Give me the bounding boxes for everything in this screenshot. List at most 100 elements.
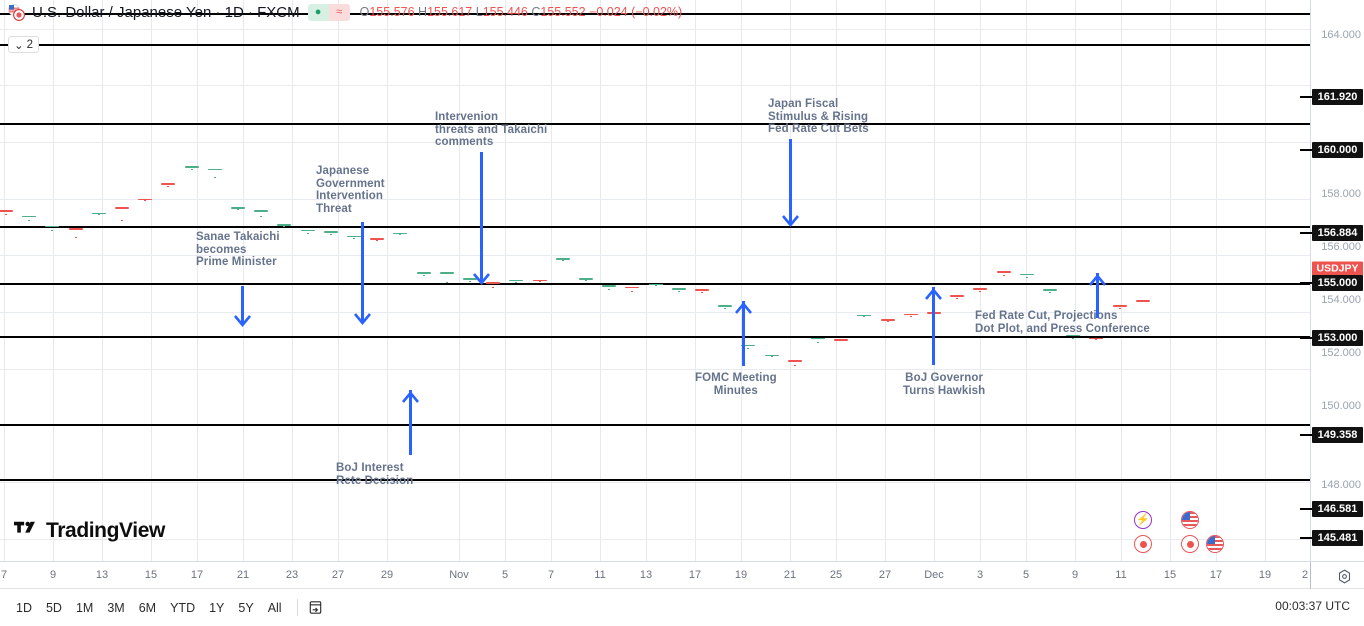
symbol-title[interactable]: U.S. Dollar / Japanese Yen · 1D · FXCM [32, 3, 300, 21]
range-button-1d[interactable]: 1D [16, 600, 32, 615]
candle-body [300, 229, 315, 232]
range-button-ytd[interactable]: YTD [170, 600, 196, 615]
low-label: L [475, 5, 483, 19]
axis-tick-dash [1300, 434, 1312, 436]
go-to-date-icon[interactable] [307, 599, 324, 616]
economic-events-layer[interactable]: ⚡ [0, 0, 1310, 561]
price-axis-tick: 158.000 [1321, 188, 1361, 200]
grid-line-vertical [4, 0, 5, 561]
price-level-line[interactable] [0, 226, 1310, 229]
price-level-line[interactable] [0, 478, 1310, 481]
price-level-tag[interactable]: 153.000 [1300, 330, 1363, 346]
price-level-line[interactable] [0, 424, 1310, 427]
status-pills: ● ≈ [307, 3, 350, 21]
candle-wick [306, 232, 309, 234]
candle-body [671, 288, 686, 290]
event-us-badge-2[interactable] [1206, 535, 1224, 553]
range-button-6m[interactable]: 6M [138, 600, 157, 615]
event-jp-badge-1[interactable] [1134, 535, 1152, 553]
candle-body [579, 278, 593, 280]
price-level-line[interactable] [0, 44, 1310, 47]
price-level-line[interactable] [0, 12, 1310, 15]
candle-wick [399, 234, 402, 236]
candle-wick [677, 290, 680, 292]
candle-body [416, 272, 431, 274]
watermark-text: TradingView [46, 519, 165, 542]
arrow-shaft [241, 286, 244, 324]
range-button-all[interactable]: All [267, 600, 282, 615]
usdjpy-flag-icon [8, 3, 25, 21]
grid-line-vertical [934, 0, 935, 561]
candle-body [91, 212, 106, 215]
event-us-badge-1[interactable] [1181, 511, 1199, 529]
utc-clock: 00:03:37 UTC [1275, 599, 1350, 613]
candle-wick [747, 347, 750, 349]
arrow-head [734, 301, 753, 319]
range-button-5d[interactable]: 5D [45, 600, 62, 615]
candle-wick [329, 234, 332, 236]
candle-body [347, 235, 361, 238]
price-level-tag[interactable]: 161.920 [1300, 89, 1363, 105]
candle-body [811, 337, 825, 340]
price-level-tag[interactable]: 145.481 [1300, 530, 1363, 546]
price-level-line[interactable] [0, 336, 1310, 339]
grid-line-vertical [1026, 0, 1027, 561]
candle-body [277, 224, 292, 226]
boj-interest-rate-decision-annotation-text: BoJ Interest Rete Decision [336, 462, 414, 487]
axis-settings-icon[interactable] [1334, 566, 1354, 586]
time-axis-tick: 19 [1258, 569, 1272, 581]
price-level-tag[interactable]: 149.358 [1300, 427, 1363, 443]
time-axis-tick: 23 [285, 569, 299, 581]
candle-body [393, 232, 408, 235]
candle-body [903, 313, 918, 316]
arrow-shaft [361, 222, 364, 322]
candle-wick [538, 280, 541, 282]
candle-body [718, 305, 733, 307]
price-level-tag[interactable]: 146.581 [1300, 501, 1363, 517]
price-level-tag[interactable]: 155.000 [1300, 275, 1363, 291]
data-delayed-pill[interactable]: ≈ [328, 3, 350, 21]
event-lightning-badge[interactable]: ⚡ [1134, 511, 1152, 529]
japan-flag-icon [1186, 540, 1194, 548]
range-button-1m[interactable]: 1M [75, 600, 94, 615]
price-axis[interactable]: 164.000 158.000 156.000 154.000 152.000 150.0… [1300, 0, 1364, 561]
arrow-head [781, 214, 800, 232]
toolbar-divider [296, 599, 298, 616]
candle-body [787, 360, 802, 362]
candle-wick [167, 185, 170, 187]
time-axis-tick: 9 [49, 569, 57, 581]
time-axis-tick: 11 [594, 569, 606, 581]
price-level-line[interactable] [0, 122, 1310, 125]
grid-line-horizontal [0, 142, 1310, 144]
grid-line-vertical [551, 0, 552, 561]
range-button-3m[interactable]: 3M [107, 600, 125, 615]
symbol-price-tag[interactable]: USDJPY [1312, 261, 1363, 277]
time-axis[interactable]: 7 9 13 15 17 21 23 27 29 Nov 5 7 11 13 17 19 21 25 27 Dec 3 5… [0, 561, 1364, 590]
price-level-tag[interactable]: 160.000 [1300, 142, 1363, 158]
chart-plot-area[interactable]: Sanae Takaichi becomes Prime Minister Jap… [0, 0, 1310, 561]
time-axis-tick: Dec [924, 569, 944, 581]
range-button-1y[interactable]: 1Y [209, 600, 225, 615]
candle-wick [793, 364, 796, 366]
candle-wick [353, 238, 355, 240]
grid-line-vertical [1265, 0, 1266, 561]
arrow-head [472, 272, 491, 290]
intervention-threats-takaichi-annotation-text: Intervenion threats and Takaichi comment… [435, 111, 548, 149]
open-label: O [359, 5, 370, 19]
lightning-bolt-icon: ⚡ [1136, 513, 1150, 526]
high-label: H [418, 5, 428, 19]
candle-body [22, 215, 37, 218]
legend-collapse-toggle[interactable]: ⌄ 2 [8, 36, 40, 53]
market-open-pill[interactable]: ● [307, 3, 329, 21]
range-button-5y[interactable]: 5Y [238, 600, 254, 615]
candle-wick [631, 290, 634, 292]
us-flag-icon [1207, 536, 1223, 552]
event-jp-badge-2[interactable] [1181, 535, 1199, 553]
candle-wick [1095, 339, 1098, 341]
ohlc-values: O155.576 H155.617 L155.446 C155.552 −0.0… [360, 5, 683, 19]
candle-wick [1118, 307, 1121, 309]
fed-rate-cut-projections-annotation-text: Fed Rate Cut, Projections Dot Plot, and … [975, 310, 1150, 335]
price-level-tag[interactable]: 156.884 [1300, 225, 1363, 241]
candle-wick [469, 280, 471, 282]
